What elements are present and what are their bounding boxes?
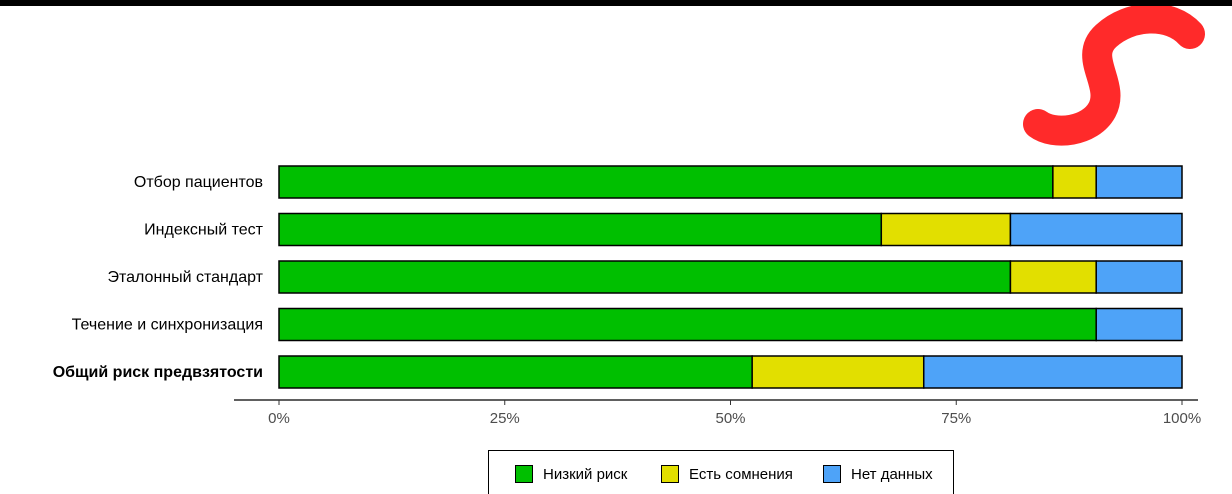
bar-segment <box>278 212 883 247</box>
legend-label-some-concerns: Есть сомнения <box>689 465 793 483</box>
bar-segment <box>1095 307 1183 342</box>
bar-segment <box>278 355 753 389</box>
bar-segment <box>880 212 1012 247</box>
legend: Низкий риск Есть сомнения Нет данных <box>488 450 954 494</box>
legend-swatch-some-concerns <box>661 465 679 483</box>
bar-segment <box>278 260 1012 294</box>
legend-item-some-concerns: Есть сомнения <box>661 465 793 483</box>
legend-item-no-data: Нет данных <box>823 465 933 483</box>
top-border <box>0 0 1232 6</box>
x-tick-label: 75% <box>941 410 971 427</box>
x-tick-label: 100% <box>1163 410 1201 427</box>
legend-swatch-no-data <box>823 465 841 483</box>
bar-segment <box>1009 212 1183 247</box>
x-tick-label: 50% <box>715 410 745 427</box>
bar-segment <box>922 355 1183 389</box>
category-label: Индексный тест <box>144 222 264 239</box>
bar-segment <box>1095 165 1183 199</box>
legend-swatch-low-risk <box>515 465 533 483</box>
category-label: Общий риск предвзятости <box>53 364 263 381</box>
bar-segment <box>278 307 1097 342</box>
x-tick-label: 0% <box>268 410 290 427</box>
bar-segment <box>1052 165 1097 199</box>
legend-label-low-risk: Низкий риск <box>543 465 628 483</box>
bar-segment <box>1095 260 1183 294</box>
category-label: Течение и синхронизация <box>72 317 263 334</box>
bar-segment <box>751 355 925 389</box>
bar-segment <box>278 165 1054 199</box>
category-label: Эталонный стандарт <box>107 269 263 286</box>
category-label: Отбор пациентов <box>134 174 263 191</box>
legend-label-no-data: Нет данных <box>851 465 933 483</box>
legend-item-low-risk: Низкий риск <box>515 465 627 483</box>
red-s-logo-icon <box>1023 3 1205 146</box>
bar-segment <box>1009 260 1097 294</box>
stacked-bar-chart: Отбор пациентов Индексный тест Эталонный с… <box>53 165 1201 427</box>
brand-logo <box>1020 3 1232 146</box>
x-tick-label: 25% <box>490 410 520 427</box>
